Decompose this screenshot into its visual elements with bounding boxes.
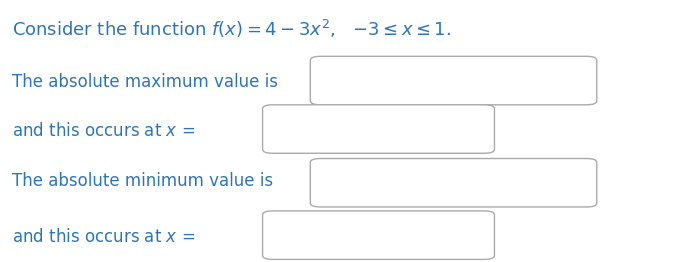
FancyBboxPatch shape (310, 56, 597, 105)
Text: and this occurs at $\mathit{x}$ =: and this occurs at $\mathit{x}$ = (12, 228, 196, 246)
FancyBboxPatch shape (263, 211, 494, 259)
Text: The absolute maximum value is: The absolute maximum value is (12, 73, 278, 91)
Text: The absolute minimum value is: The absolute minimum value is (12, 172, 273, 190)
FancyBboxPatch shape (263, 105, 494, 153)
Text: Consider the function $\mathit{f}(\mathit{x}) = 4 - 3\mathit{x}^2$,   $-3 \leq \: Consider the function $\mathit{f}(\mathi… (12, 18, 451, 40)
Text: and this occurs at $\mathit{x}$ =: and this occurs at $\mathit{x}$ = (12, 122, 196, 140)
FancyBboxPatch shape (310, 159, 597, 207)
